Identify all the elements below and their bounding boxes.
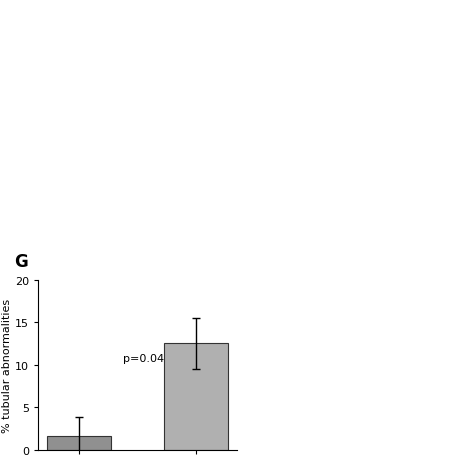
Text: p=0.04: p=0.04	[123, 353, 164, 363]
Bar	[47, 436, 111, 450]
Text: G: G	[14, 253, 28, 271]
Bar	[164, 344, 228, 450]
Y-axis label: % tubular abnormalities: % tubular abnormalities	[2, 298, 12, 432]
